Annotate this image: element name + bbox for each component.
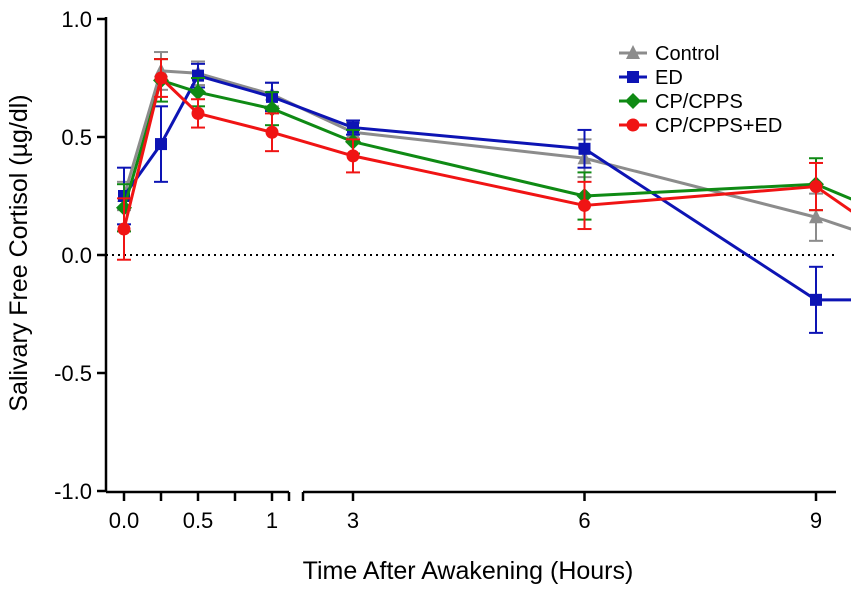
legend-marker-cp-cpps-ed bbox=[626, 118, 640, 132]
data-point-cp-cpps bbox=[190, 84, 206, 101]
x-tick-label: 1 bbox=[266, 508, 278, 533]
y-tick-label: -1.0 bbox=[54, 479, 92, 504]
data-point-ed bbox=[155, 138, 167, 151]
data-point-control bbox=[809, 209, 824, 224]
y-tick-label: 0.0 bbox=[61, 243, 92, 268]
legend-marker-cp-cpps bbox=[625, 93, 641, 109]
x-tick-label: 0.0 bbox=[109, 508, 140, 533]
legend-label-control: Control bbox=[655, 43, 719, 65]
data-point-cp-cpps-ed bbox=[117, 222, 131, 236]
legend-marker-ed bbox=[627, 71, 639, 83]
y-tick-label: 0.5 bbox=[61, 125, 92, 150]
legend-label-ed: ED bbox=[655, 67, 683, 89]
data-point-ed bbox=[810, 293, 823, 306]
data-point-cp-cpps-ed bbox=[154, 71, 168, 85]
data-point-cp-cpps-ed bbox=[191, 106, 205, 120]
x-tick-label: 0.5 bbox=[183, 508, 214, 533]
y-axis-title: Salivary Free Cortisol (µg/dl) bbox=[5, 94, 33, 411]
y-tick-label: -0.5 bbox=[54, 361, 92, 386]
x-tick-label: 9 bbox=[810, 508, 822, 533]
x-tick-label: 3 bbox=[347, 508, 359, 533]
legend-label-cp-cpps-ed: CP/CPPS+ED bbox=[655, 115, 782, 137]
series-line-cp-cpps-ed bbox=[122, 76, 851, 230]
data-point-cp-cpps-ed bbox=[346, 149, 360, 163]
legend-marker-control bbox=[626, 45, 640, 59]
data-point-cp-cpps-ed bbox=[265, 125, 279, 139]
legend-label-cp-cpps: CP/CPPS bbox=[655, 91, 743, 113]
data-point-cp-cpps-ed bbox=[809, 180, 823, 194]
x-tick-label: 6 bbox=[578, 508, 590, 533]
data-point-cp-cpps-ed bbox=[578, 198, 592, 212]
x-axis-title: Time After Awakening (Hours) bbox=[303, 557, 634, 585]
data-point-ed bbox=[578, 142, 591, 155]
series-line-ed bbox=[122, 74, 851, 302]
y-tick-label: 1.0 bbox=[61, 7, 92, 32]
